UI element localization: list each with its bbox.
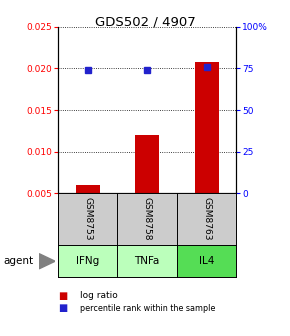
Text: GSM8753: GSM8753 — [83, 198, 92, 241]
Bar — [135, 135, 159, 193]
Text: IFNg: IFNg — [76, 256, 99, 266]
Text: GSM8763: GSM8763 — [202, 198, 211, 241]
Bar — [195, 62, 219, 193]
Text: GSM8758: GSM8758 — [143, 198, 152, 241]
Text: percentile rank within the sample: percentile rank within the sample — [80, 304, 215, 312]
Text: IL4: IL4 — [199, 256, 214, 266]
Bar — [76, 185, 100, 193]
Text: agent: agent — [3, 256, 33, 266]
Text: GDS502 / 4907: GDS502 / 4907 — [95, 15, 195, 28]
Polygon shape — [39, 254, 55, 269]
Text: ■: ■ — [58, 291, 67, 301]
Text: log ratio: log ratio — [80, 291, 117, 300]
Text: TNFa: TNFa — [135, 256, 160, 266]
Text: ■: ■ — [58, 303, 67, 313]
